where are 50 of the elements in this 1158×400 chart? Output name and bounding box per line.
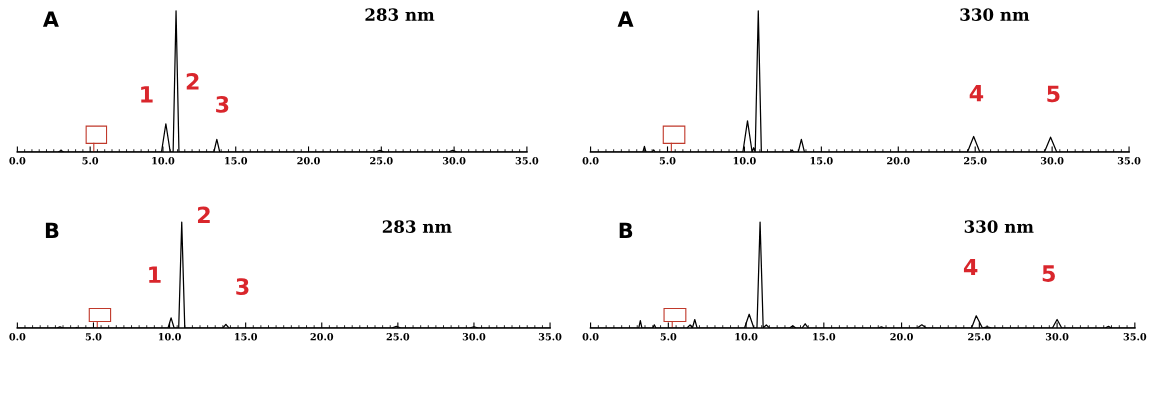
chart-subtitle: 330 nm — [964, 220, 1034, 233]
x-tick-label: 10.0 — [158, 333, 181, 341]
x-tick-label: 35.0 — [1117, 157, 1141, 165]
annotation: 3 — [216, 95, 229, 113]
x-tick-label: 25.0 — [386, 333, 410, 341]
annotation: 5 — [1042, 265, 1055, 282]
chart-title: A — [617, 11, 634, 27]
x-tick-label: 15.0 — [235, 333, 258, 341]
x-tick-label: 0.0 — [9, 157, 26, 165]
x-tick-label: 30.0 — [462, 333, 486, 341]
x-tick-label: 35.0 — [538, 333, 562, 341]
x-tick-label: 15.0 — [810, 157, 833, 165]
chart-title: B — [45, 222, 59, 238]
x-tick-label: 5.0 — [85, 333, 102, 341]
chart-subtitle: 330 nm — [960, 8, 1030, 21]
x-tick-label: 20.0 — [297, 157, 320, 165]
x-tick-label: 20.0 — [310, 333, 334, 341]
x-tick-label: 0.0 — [582, 157, 599, 165]
x-tick-label: 10.0 — [152, 157, 175, 165]
x-tick-label: 35.0 — [515, 157, 539, 165]
x-tick-label: 30.0 — [1040, 157, 1064, 165]
x-tick-label: 5.0 — [82, 157, 99, 165]
x-tick-label: 30.0 — [1045, 333, 1069, 341]
annotation: 2 — [186, 73, 199, 90]
x-tick-label: 5.0 — [659, 157, 676, 165]
x-tick-label: 25.0 — [968, 333, 991, 341]
x-tick-label: 10.0 — [735, 333, 758, 341]
annotation: 1 — [149, 266, 161, 283]
chart-subtitle: 283 nm — [382, 220, 452, 233]
annotation: 1 — [141, 86, 153, 103]
x-tick-label: 25.0 — [370, 157, 393, 165]
x-tick-label: 5.0 — [660, 333, 677, 341]
x-tick-label: 15.0 — [813, 333, 836, 341]
chart-subtitle: 283 nm — [365, 8, 435, 21]
x-tick-label: 25.0 — [964, 157, 987, 165]
x-tick-label: 30.0 — [442, 157, 466, 165]
x-tick-label: 20.0 — [887, 157, 910, 165]
annotation: 4 — [963, 258, 978, 276]
annotation: 2 — [197, 206, 210, 224]
chart-title: B — [619, 222, 633, 238]
x-tick-label: 35.0 — [1123, 333, 1147, 341]
x-tick-label: 20.0 — [890, 333, 913, 341]
chart-title: A — [42, 11, 59, 27]
x-tick-label: 15.0 — [225, 157, 248, 165]
annotation: 5 — [1047, 85, 1060, 103]
x-tick-label: 10.0 — [733, 157, 756, 165]
x-tick-label: 0.0 — [9, 333, 26, 341]
x-tick-label: 0.0 — [582, 333, 599, 341]
annotation: 4 — [969, 85, 984, 102]
annotation: 3 — [236, 278, 249, 295]
